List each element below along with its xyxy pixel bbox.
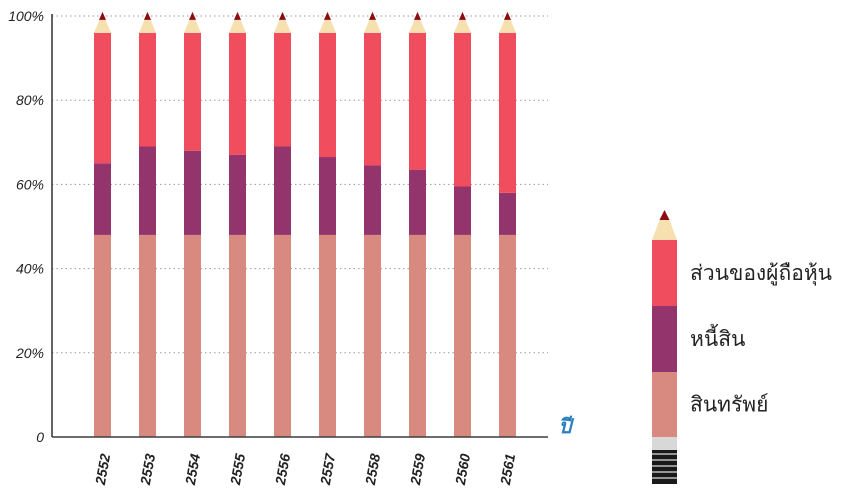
x-tick-label: 2557 [317, 451, 339, 487]
bar-segment [364, 234, 381, 437]
pencil-tip [459, 11, 466, 20]
bar-segment [499, 192, 516, 235]
bar-segment [319, 234, 336, 437]
bar-segment [409, 234, 426, 437]
pencil-tip [369, 11, 376, 20]
bar-segment [229, 154, 246, 235]
bar-segment [139, 32, 156, 147]
pencil-wood [499, 19, 516, 33]
y-tick-label: 20% [15, 345, 44, 361]
x-tick-label: 2552 [92, 452, 113, 487]
legend-swatch [652, 306, 677, 372]
x-axis-label: ปี [559, 415, 575, 438]
y-tick-label: 100% [8, 8, 44, 24]
bar-segment [499, 234, 516, 437]
y-tick-label: 0 [36, 429, 44, 445]
y-tick-label: 60% [16, 176, 44, 192]
bar-segment [184, 150, 201, 235]
pencil-tip [504, 11, 511, 20]
bar-segment [454, 186, 471, 235]
pencil-wood [409, 19, 426, 33]
pencil-wood [94, 19, 111, 33]
bar-segment [364, 32, 381, 166]
pencil-wood [319, 19, 336, 33]
bar-segment [274, 146, 291, 235]
bar-segment [139, 146, 156, 235]
pencil-tip [324, 11, 331, 20]
x-tick-label: 2555 [227, 452, 248, 487]
bar-segment [409, 169, 426, 235]
x-tick-label: 2560 [452, 452, 473, 487]
x-axis-ticks: 2552 2553 2554 2555 2556 2557 2558 2559 2560 2561 [92, 451, 518, 487]
pencil-tip [99, 11, 106, 20]
bar-segment [94, 163, 111, 235]
x-tick-label: 2558 [362, 452, 383, 487]
pencil-tip [234, 11, 241, 20]
bar-segment [139, 234, 156, 437]
x-tick-label: 2556 [272, 452, 293, 487]
pencil-wood [139, 19, 156, 33]
x-tick-label: 2559 [407, 452, 428, 487]
legend: ส่วนของผู้ถือหุ้นหนี้สินสินทรัพย์ [652, 210, 832, 484]
legend-pencil-ferrule [652, 437, 677, 450]
pencil-tip [189, 11, 196, 20]
bar-segment [94, 234, 111, 437]
legend-pencil-band [652, 450, 677, 484]
pencil-tip [279, 11, 286, 20]
x-tick-label: 2554 [182, 452, 203, 487]
x-tick-label: 2561 [497, 452, 518, 487]
legend-pencil-tip [659, 210, 670, 220]
pencil-tip [144, 11, 151, 20]
bar-segment [499, 32, 516, 193]
x-tick-label: 2553 [137, 452, 158, 487]
pencil-wood [229, 19, 246, 33]
y-tick-label: 80% [16, 92, 44, 108]
bar-segment [364, 165, 381, 235]
legend-label: ส่วนของผู้ถือหุ้น [690, 261, 832, 286]
y-axis-ticks: 0 20% 40% 60% 80% 100% [8, 8, 44, 445]
bar-segment [454, 32, 471, 187]
pencil-wood [364, 19, 381, 33]
bar-segment [184, 234, 201, 437]
y-tick-label: 40% [16, 261, 44, 277]
legend-label: หนี้สิน [690, 324, 745, 351]
bar-segment [319, 157, 336, 235]
bar-segment [274, 32, 291, 147]
pencil-wood [184, 19, 201, 33]
bar-segment [94, 32, 111, 164]
legend-label: สินทรัพย์ [690, 393, 768, 417]
bar-segment [454, 234, 471, 437]
legend-pencil-wood [652, 220, 677, 240]
gridlines [52, 15, 548, 354]
bar-segment [274, 234, 291, 437]
bar-segment [229, 234, 246, 437]
bar-segment [184, 32, 201, 151]
legend-swatch [652, 240, 677, 306]
bar-segment [319, 32, 336, 158]
pencil-wood [274, 19, 291, 33]
bar-segment [409, 32, 426, 170]
pencil-bars [94, 11, 516, 437]
bar-segment [229, 32, 246, 155]
pencil-wood [454, 19, 471, 33]
pencil-tip [414, 11, 421, 20]
legend-swatch [652, 372, 677, 437]
